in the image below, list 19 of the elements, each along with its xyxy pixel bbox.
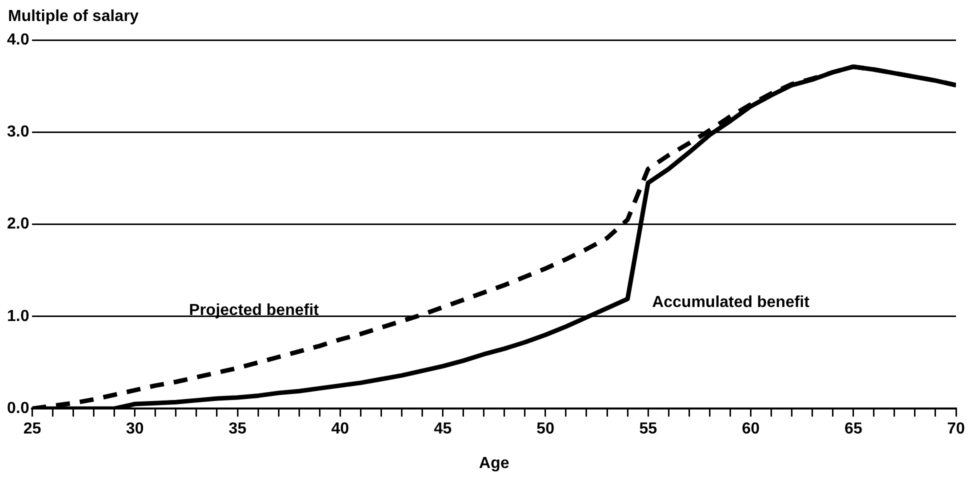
x-tick-label: 30 [126, 420, 144, 438]
series-label: Accumulated benefit [652, 294, 810, 311]
x-tick-label: 35 [228, 420, 247, 438]
x-tick-label: 40 [331, 420, 350, 438]
x-tick-label: 45 [434, 420, 452, 438]
x-tick-label: 60 [742, 420, 760, 438]
y-tick-label: 2.0 [6, 216, 30, 233]
y-tick-label: 1.0 [6, 308, 30, 325]
x-tick-label: 65 [844, 420, 862, 438]
series-label: Projected benefit [189, 302, 320, 320]
x-tick-label: 55 [639, 420, 658, 438]
x-tick-label: 70 [947, 420, 965, 438]
y-tick-label: 0.0 [6, 400, 30, 418]
x-tick-label: 50 [536, 420, 554, 438]
x-axis-title: Age [479, 454, 510, 472]
y-axis-title: Multiple of salary [8, 8, 139, 26]
y-tick-label: 4.0 [6, 31, 30, 48]
x-tick-label: 25 [23, 420, 42, 438]
y-tick-label: 3.0 [6, 124, 30, 141]
